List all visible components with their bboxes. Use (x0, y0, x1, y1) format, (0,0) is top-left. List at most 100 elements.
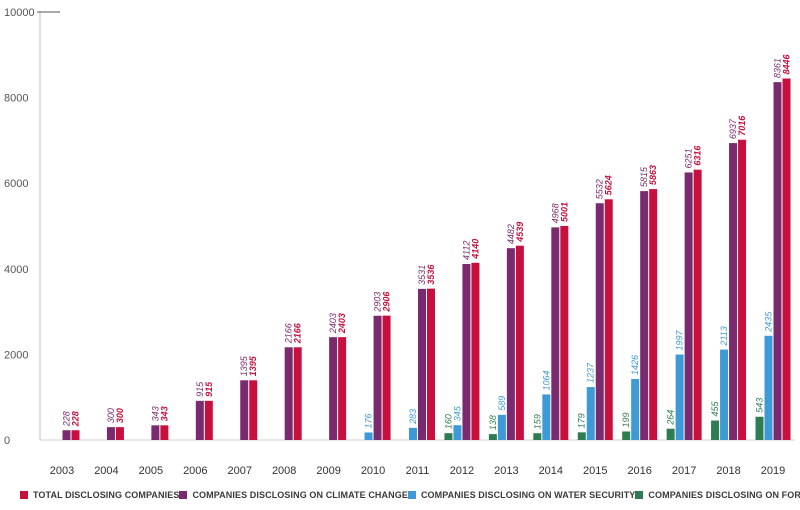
bar-companies-disclosing-on-forests-2014 (533, 433, 542, 440)
data-label: 1997 (675, 330, 685, 351)
data-label: 5624 (604, 175, 614, 195)
x-tick-label-2004: 2004 (94, 465, 118, 477)
bar-companies-disclosing-on-climate-change-2012 (462, 264, 471, 440)
data-label: 4112 (461, 241, 471, 260)
legend-item-climate: COMPANIES DISCLOSING ON CLIMATE CHANGE (179, 490, 408, 500)
x-tick-label-2012: 2012 (450, 465, 474, 477)
bar-total-disclosing-companies-2008 (293, 347, 302, 440)
x-tick-label-2019: 2019 (761, 465, 785, 477)
data-label: 2435 (764, 311, 774, 333)
bar-companies-disclosing-on-climate-change-2008 (284, 347, 293, 440)
y-tick-label: 10000 (4, 7, 35, 19)
bar-companies-disclosing-on-climate-change-2014 (551, 227, 560, 440)
bar-companies-disclosing-on-water-security-2019 (764, 335, 773, 440)
legend-label-climate: COMPANIES DISCLOSING ON CLIMATE CHANGE (192, 490, 408, 500)
data-label: 915 (204, 381, 214, 397)
x-tick-label-2003: 2003 (50, 465, 74, 477)
data-label: 2403 (328, 313, 338, 334)
legend-swatch-water (407, 491, 416, 499)
y-tick-label: 8000 (4, 93, 28, 105)
data-label: 159 (532, 414, 542, 429)
bar-companies-disclosing-on-climate-change-2010 (373, 315, 382, 440)
data-label: 1237 (586, 362, 596, 383)
data-label: 915 (195, 381, 205, 397)
bar-companies-disclosing-on-climate-change-2018 (729, 143, 738, 440)
bar-total-disclosing-companies-2012 (471, 262, 480, 440)
legend-label-forests: COMPANIES DISCLOSING ON FORESTS (648, 490, 800, 500)
data-label: 228 (62, 411, 72, 427)
bar-total-disclosing-companies-2015 (604, 199, 613, 440)
bar-companies-disclosing-on-climate-change-2013 (506, 248, 515, 440)
data-label: 2906 (382, 291, 392, 313)
data-label: 176 (364, 413, 374, 428)
x-tick-label-2007: 2007 (228, 465, 252, 477)
bar-total-disclosing-companies-2014 (560, 225, 569, 440)
bar-companies-disclosing-on-water-security-2012 (453, 425, 462, 440)
data-label: 3531 (417, 265, 427, 285)
data-label: 6251 (684, 148, 694, 168)
data-label: 2403 (337, 313, 347, 334)
data-label: 343 (159, 406, 169, 421)
bar-total-disclosing-companies-2017 (693, 169, 702, 440)
data-label: 300 (106, 408, 116, 423)
data-label: 7016 (737, 115, 747, 136)
bar-companies-disclosing-on-forests-2012 (444, 433, 453, 440)
data-label: 4482 (506, 224, 516, 244)
legend-item-water: COMPANIES DISCLOSING ON WATER SECURITY (407, 490, 636, 500)
bar-total-disclosing-companies-2018 (738, 139, 747, 440)
x-tick-label-2015: 2015 (583, 465, 607, 477)
bar-total-disclosing-companies-2004 (115, 427, 124, 440)
data-label: 4968 (550, 203, 560, 223)
bar-companies-disclosing-on-climate-change-2017 (684, 172, 693, 440)
y-tick-label: 2000 (4, 349, 28, 361)
data-label: 345 (452, 405, 462, 421)
data-label: 543 (755, 398, 765, 413)
bar-total-disclosing-companies-2019 (782, 78, 791, 440)
legend-label-water: COMPANIES DISCLOSING ON WATER SECURITY (420, 490, 636, 500)
data-label: 160 (443, 414, 453, 429)
data-label: 5532 (595, 179, 605, 199)
data-label: 264 (666, 410, 676, 426)
data-label: 8446 (782, 53, 792, 74)
data-label: 179 (577, 413, 587, 428)
data-label: 4539 (515, 222, 525, 243)
y-tick-label: 6000 (4, 178, 28, 190)
bar-companies-disclosing-on-water-security-2015 (586, 387, 595, 440)
bar-companies-disclosing-on-climate-change-2003 (62, 430, 71, 440)
bar-companies-disclosing-on-climate-change-2007 (240, 380, 249, 440)
bar-companies-disclosing-on-water-security-2014 (542, 394, 551, 440)
x-tick-label-2005: 2005 (139, 465, 163, 477)
data-label: 1426 (630, 355, 640, 375)
legend-swatch-climate (179, 491, 188, 499)
data-label: 6937 (728, 118, 738, 139)
data-label: 343 (150, 406, 160, 421)
legend: TOTAL DISCLOSING COMPANIES COMPANIES DIS… (20, 488, 800, 502)
bars (62, 78, 791, 440)
bar-companies-disclosing-on-forests-2013 (488, 434, 497, 440)
x-tick-label-2010: 2010 (361, 465, 385, 477)
bar-companies-disclosing-on-climate-change-2004 (106, 427, 115, 440)
bar-total-disclosing-companies-2013 (515, 245, 524, 440)
data-label: 5815 (639, 166, 649, 187)
data-label: 300 (115, 408, 125, 423)
bar-companies-disclosing-on-water-security-2013 (497, 414, 506, 440)
bar-companies-disclosing-on-climate-change-2015 (595, 203, 604, 440)
bar-companies-disclosing-on-forests-2015 (577, 432, 586, 440)
bar-total-disclosing-companies-2007 (249, 380, 258, 440)
data-label: 5001 (559, 202, 569, 222)
bar-companies-disclosing-on-forests-2016 (622, 431, 631, 440)
bar-companies-disclosing-on-climate-change-2011 (418, 288, 426, 440)
bar-companies-disclosing-on-water-security-2018 (720, 349, 729, 440)
bar-total-disclosing-companies-2009 (338, 337, 347, 440)
legend-item-forests: COMPANIES DISCLOSING ON FORESTS (635, 490, 800, 500)
bar-companies-disclosing-on-water-security-2017 (675, 354, 684, 440)
data-label: 2166 (293, 322, 303, 344)
data-label: 8361 (773, 58, 783, 78)
bar-companies-disclosing-on-forests-2017 (666, 428, 675, 440)
data-label: 1395 (239, 355, 249, 376)
data-label: 2903 (373, 292, 383, 313)
x-tick-label-2011: 2011 (406, 465, 430, 477)
bar-companies-disclosing-on-climate-change-2009 (329, 337, 338, 440)
legend-swatch-forests (635, 491, 644, 499)
